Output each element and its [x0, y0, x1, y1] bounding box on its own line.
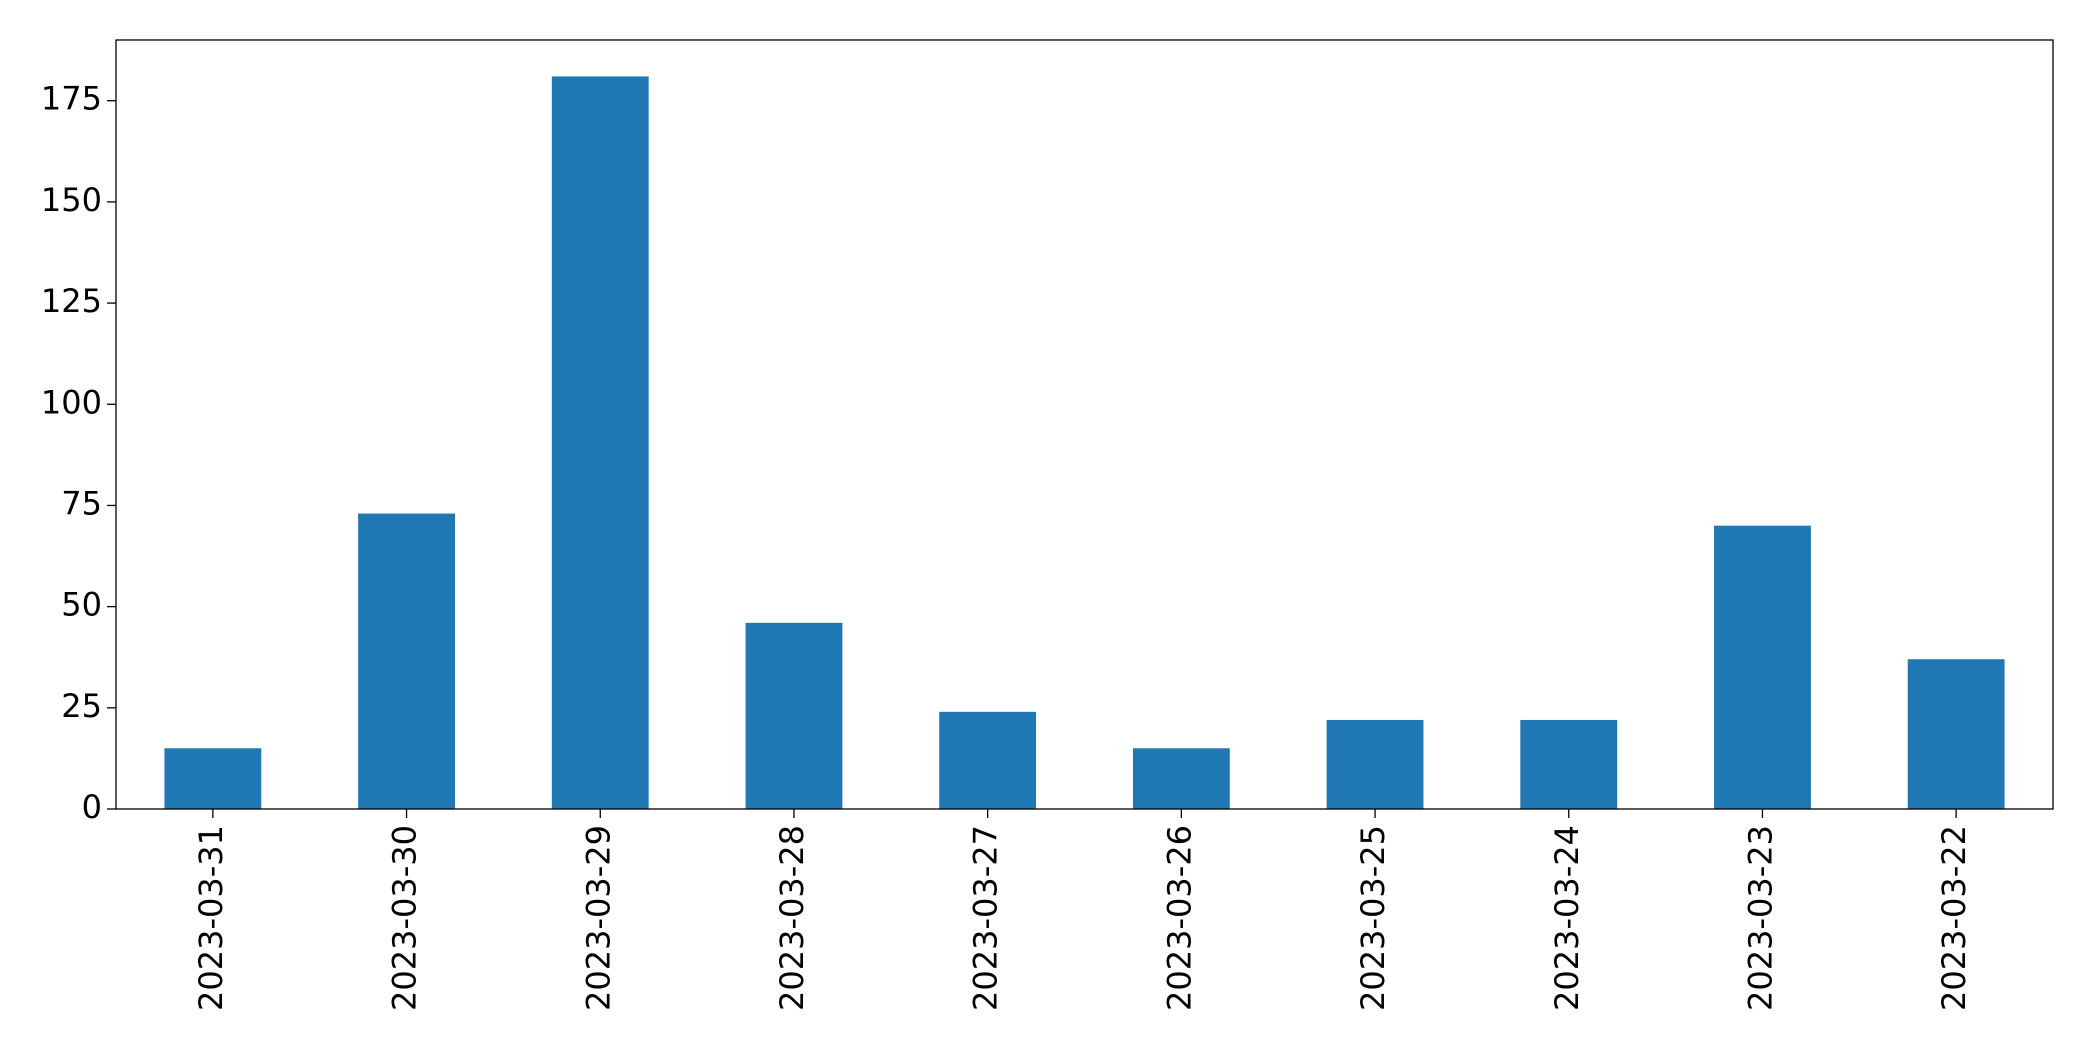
x-tick-label: 2023-03-24	[1548, 825, 1586, 1011]
y-tick-label: 150	[41, 181, 102, 219]
bar	[1907, 659, 2005, 809]
y-tick-label: 25	[61, 687, 102, 725]
y-tick-label: 0	[82, 788, 102, 826]
x-tick-label: 2023-03-31	[192, 825, 230, 1011]
x-tick-label: 2023-03-23	[1741, 825, 1779, 1011]
x-tick-label: 2023-03-29	[579, 825, 617, 1011]
bar	[1132, 748, 1230, 809]
plot-frame	[115, 39, 2054, 810]
y-tick-label: 100	[41, 383, 102, 421]
bar	[551, 76, 649, 809]
y-tick-label: 75	[61, 484, 102, 522]
bar	[358, 513, 455, 809]
x-tick-label: 2023-03-26	[1160, 825, 1198, 1011]
x-tick-label: 2023-03-28	[773, 825, 811, 1011]
x-tick-label: 2023-03-30	[386, 825, 424, 1011]
y-tick-label: 175	[41, 80, 102, 118]
bar	[939, 711, 1037, 809]
bar	[1714, 525, 1811, 809]
y-tick-label: 50	[61, 586, 102, 624]
x-tick-label: 2023-03-22	[1935, 825, 1973, 1011]
bar	[1520, 719, 1618, 809]
x-tick-label: 2023-03-27	[967, 825, 1005, 1011]
bar	[745, 622, 843, 809]
x-tick-label: 2023-03-25	[1354, 825, 1392, 1011]
bar	[1326, 719, 1424, 809]
bar	[164, 748, 262, 809]
y-tick-label: 125	[41, 282, 102, 320]
